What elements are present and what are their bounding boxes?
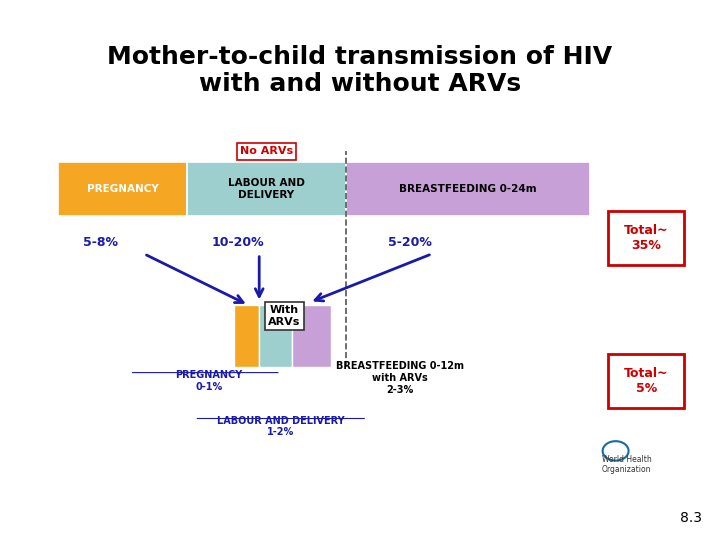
FancyBboxPatch shape xyxy=(187,162,346,216)
Text: 5-20%: 5-20% xyxy=(389,237,432,249)
Text: PREGNANCY
0-1%: PREGNANCY 0-1% xyxy=(175,370,243,392)
FancyBboxPatch shape xyxy=(608,211,684,265)
Text: BREASTFEEDING 0-12m
with ARVs
2-3%: BREASTFEEDING 0-12m with ARVs 2-3% xyxy=(336,361,464,395)
FancyBboxPatch shape xyxy=(292,305,331,367)
Text: BREASTFEEDING 0-24m: BREASTFEEDING 0-24m xyxy=(399,184,537,194)
Text: LABOUR AND DELIVERY
1-2%: LABOUR AND DELIVERY 1-2% xyxy=(217,416,345,437)
Text: With
ARVs: With ARVs xyxy=(269,305,300,327)
FancyBboxPatch shape xyxy=(234,305,259,367)
FancyBboxPatch shape xyxy=(58,162,187,216)
FancyBboxPatch shape xyxy=(608,354,684,408)
Text: No ARVs: No ARVs xyxy=(240,146,293,156)
Text: PREGNANCY: PREGNANCY xyxy=(86,184,158,194)
Text: Total~
5%: Total~ 5% xyxy=(624,367,668,395)
Text: World Health
Organization: World Health Organization xyxy=(601,455,652,474)
Text: with and without ARVs: with and without ARVs xyxy=(199,72,521,96)
Text: Total~
35%: Total~ 35% xyxy=(624,224,668,252)
Text: 8.3: 8.3 xyxy=(680,511,702,525)
Text: 5-8%: 5-8% xyxy=(84,237,118,249)
FancyBboxPatch shape xyxy=(346,162,590,216)
Text: LABOUR AND
DELIVERY: LABOUR AND DELIVERY xyxy=(228,178,305,200)
Text: Mother-to-child transmission of HIV: Mother-to-child transmission of HIV xyxy=(107,45,613,69)
Text: 10-20%: 10-20% xyxy=(211,237,264,249)
FancyBboxPatch shape xyxy=(259,305,292,367)
